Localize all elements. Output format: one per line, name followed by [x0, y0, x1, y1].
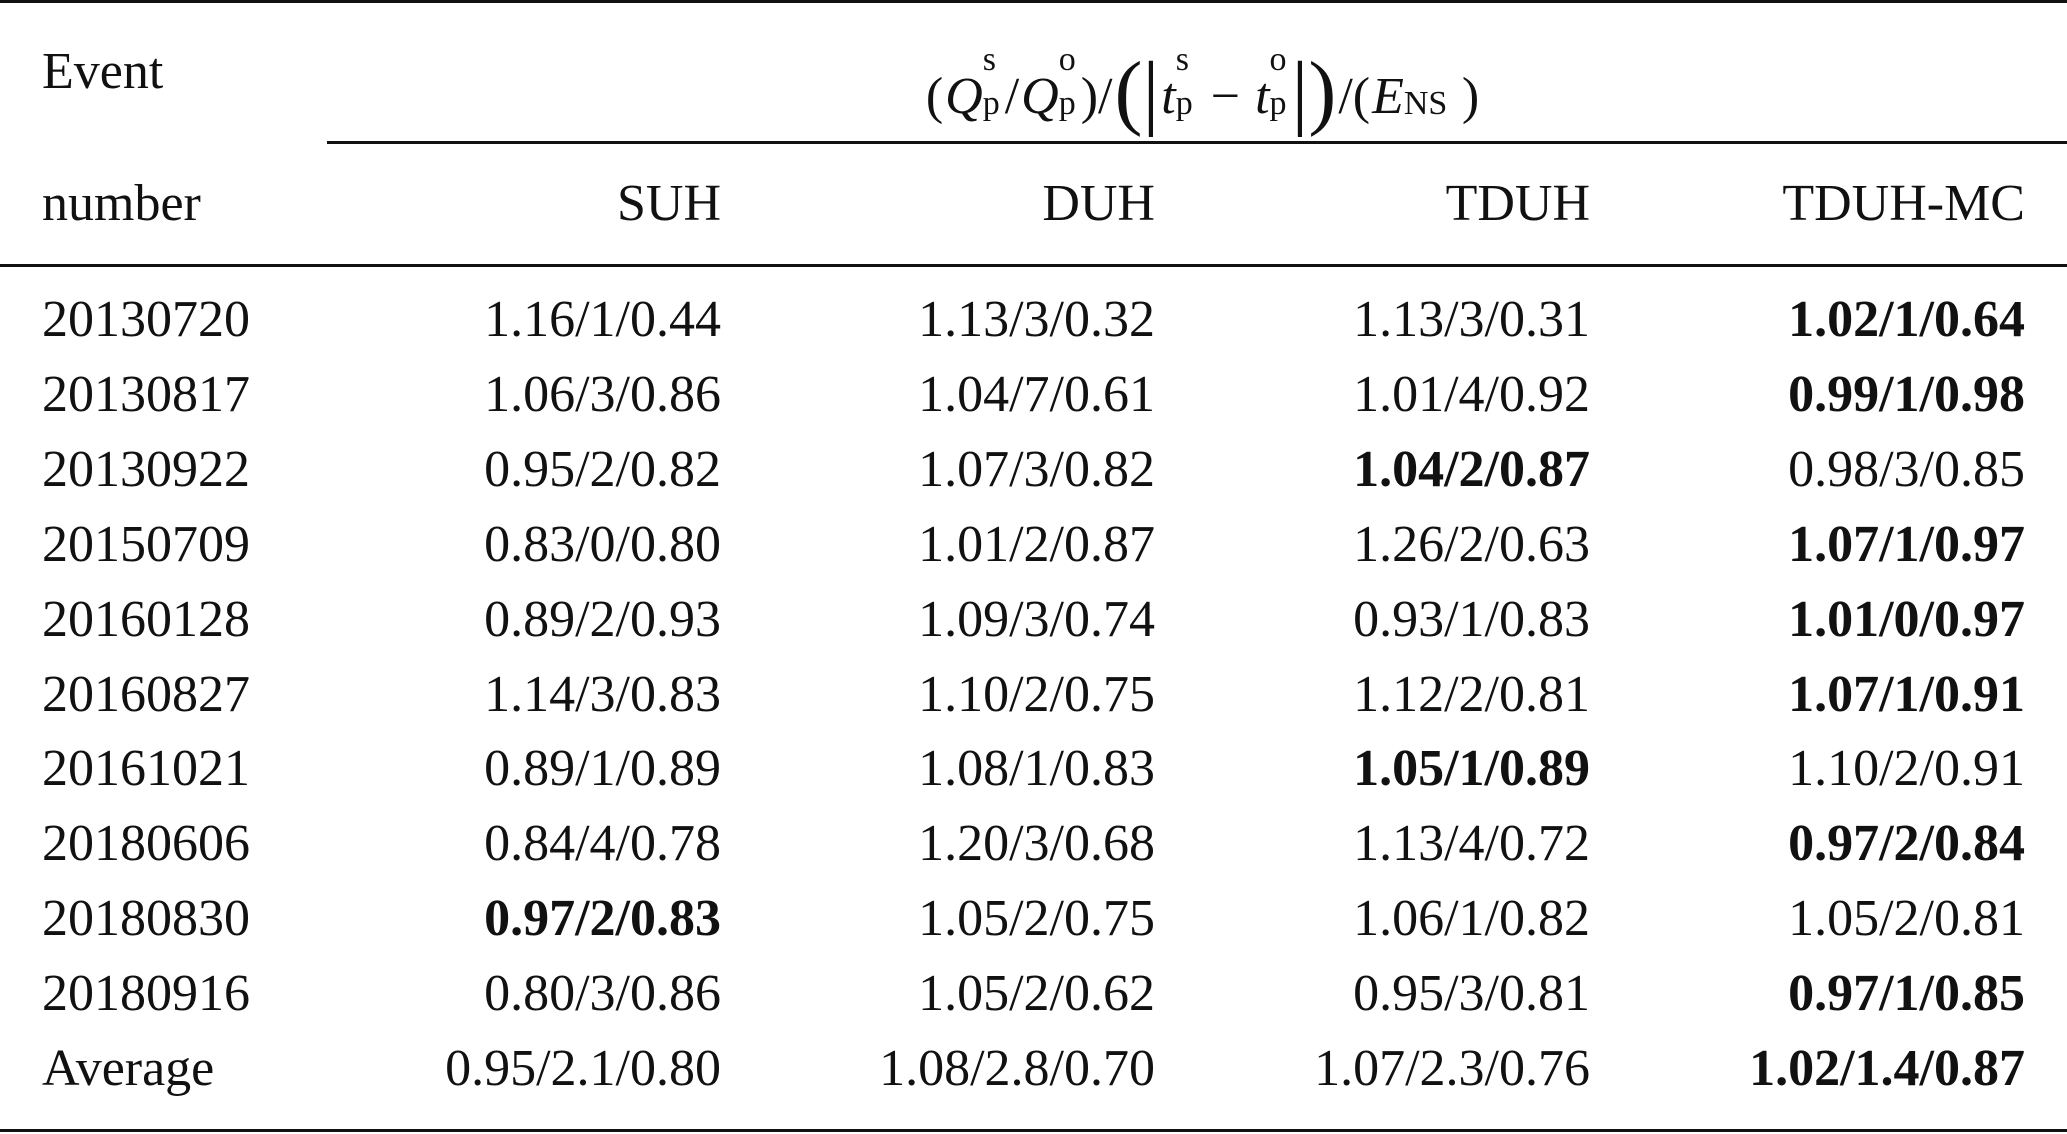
math-text: )/ — [1080, 68, 1113, 125]
math-text: ) — [1461, 68, 1480, 125]
math-text: − — [1197, 68, 1254, 125]
math-text: ( — [925, 68, 944, 125]
table-cell: 0.97/1/0.85 — [1788, 965, 2025, 1023]
superscript: s — [982, 41, 996, 78]
table-cell: 0.97/2/0.84 — [1788, 815, 2025, 873]
table-cell: 0.84/4/0.78 — [484, 815, 721, 873]
table-cell: 1.13/3/0.31 — [1353, 291, 1590, 348]
table-cell: 1.07/1/0.97 — [1788, 515, 2025, 573]
table-cell: 0.95/3/0.81 — [1353, 965, 1590, 1023]
table-cell: 1.01/0/0.97 — [1788, 590, 2025, 648]
math-text: / — [1004, 68, 1020, 125]
table-cell: 1.02/1/0.64 — [1788, 291, 2025, 348]
column-header: TDUH-MC — [1782, 175, 2025, 232]
table-cell: 0.95/2/0.82 — [484, 440, 721, 498]
header-rule — [0, 264, 2067, 267]
table-cell: 1.04/2/0.87 — [1353, 440, 1590, 498]
math-base: t — [1161, 68, 1176, 125]
table-cell: 1.06/1/0.82 — [1353, 890, 1590, 948]
math-base: E — [1372, 68, 1404, 125]
math-text: /( — [1338, 68, 1371, 125]
group-rule — [327, 141, 2067, 144]
table-cell: 0.93/1/0.83 — [1353, 590, 1590, 648]
table-cell: 1.05/1/0.89 — [1353, 740, 1590, 798]
table-cell: 1.13/4/0.72 — [1353, 815, 1590, 873]
table-cell: 0.89/1/0.89 — [484, 740, 721, 798]
table-cell: 1.10/2/0.75 — [918, 665, 1155, 723]
column-header: SUH — [616, 175, 721, 232]
table-cell: 1.20/3/0.68 — [918, 815, 1155, 873]
table-cell: 1.16/1/0.44 — [484, 291, 721, 348]
table-cell: 1.09/3/0.74 — [918, 590, 1155, 648]
column-header: TDUH — [1445, 175, 1590, 232]
table-cell: 0.89/2/0.93 — [484, 590, 721, 648]
bottom-rule — [0, 1129, 2067, 1132]
event-number: 20160827 — [42, 665, 250, 723]
table-cell: 1.06/3/0.86 — [484, 365, 721, 423]
table-cell: 1.08/1/0.83 — [918, 740, 1155, 798]
event-number: 20160128 — [42, 590, 250, 648]
table-cell: 1.26/2/0.63 — [1353, 515, 1590, 573]
event-number: 20180916 — [42, 965, 250, 1023]
math-text: (| — [1114, 45, 1160, 138]
table-cell: 1.05/2/0.81 — [1788, 890, 2025, 948]
table-cell: 1.14/3/0.83 — [484, 665, 721, 723]
table-cell: 1.07/2.3/0.76 — [1314, 1040, 1590, 1097]
table-cell: 1.05/2/0.62 — [918, 965, 1155, 1023]
table-cell: 0.99/1/0.98 — [1788, 365, 2025, 423]
subscript: p — [1175, 85, 1193, 122]
math-text: |) — [1291, 45, 1337, 138]
table-cell: 1.10/2/0.91 — [1788, 740, 2025, 798]
math-base: t — [1255, 68, 1270, 125]
table-cell: 1.08/2.8/0.70 — [879, 1040, 1155, 1097]
table-cell: 1.02/1.4/0.87 — [1749, 1040, 2025, 1097]
table-cell: 0.83/0/0.80 — [484, 515, 721, 573]
table-cell: 0.95/2.1/0.80 — [445, 1040, 721, 1097]
table-cell: 1.07/3/0.82 — [918, 440, 1155, 498]
event-number: 20180606 — [42, 815, 250, 873]
event-header: Event — [42, 43, 164, 100]
math-base: Q — [1021, 68, 1059, 125]
math-symbol: E NS — [1372, 57, 1447, 137]
event-number: 20130817 — [42, 365, 250, 423]
subscript: p — [1058, 85, 1076, 122]
top-rule — [0, 0, 2067, 3]
event-number: 20150709 — [42, 515, 250, 573]
superscript: o — [1269, 41, 1287, 78]
table-cell: 1.01/2/0.87 — [918, 515, 1155, 573]
event-number: 20180830 — [42, 890, 250, 948]
table-cell: 1.04/7/0.61 — [918, 365, 1155, 423]
table-cell: 1.05/2/0.75 — [918, 890, 1155, 948]
event-number: Average — [42, 1040, 215, 1097]
table-cell: 1.01/4/0.92 — [1353, 365, 1590, 423]
table-cell: 1.07/1/0.91 — [1788, 665, 2025, 723]
group-header: (Q s p/Q o p)/(|t s p − t o p |)/(E NS) — [0, 43, 2067, 134]
column-header: DUH — [1042, 175, 1155, 232]
event-number: 20161021 — [42, 740, 250, 798]
event-header: number — [42, 175, 201, 232]
table-cell: 0.80/3/0.86 — [484, 965, 721, 1023]
subscript: NS — [1403, 85, 1448, 122]
table-cell: 1.12/2/0.81 — [1353, 665, 1590, 723]
superscript: o — [1058, 41, 1076, 78]
subscript: p — [1269, 85, 1287, 122]
event-number: 20130922 — [42, 440, 250, 498]
event-number: 20130720 — [42, 291, 250, 348]
table-cell: 0.98/3/0.85 — [1788, 440, 2025, 498]
table-cell: 0.97/2/0.83 — [484, 890, 721, 948]
superscript: s — [1175, 41, 1189, 78]
table-cell: 1.13/3/0.32 — [918, 291, 1155, 348]
subscript: p — [982, 85, 1000, 122]
math-base: Q — [945, 68, 983, 125]
